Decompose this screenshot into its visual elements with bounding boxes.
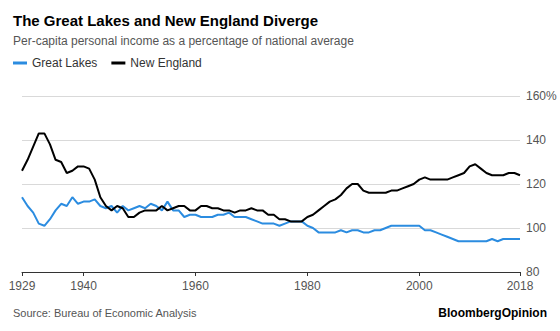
svg-text:2018: 2018 [507,279,534,293]
svg-text:The Great Lakes and New Englan: The Great Lakes and New England Diverge [13,12,318,29]
svg-text:1980: 1980 [294,279,321,293]
svg-text:1960: 1960 [182,279,209,293]
svg-text:1940: 1940 [70,279,97,293]
svg-text:100: 100 [526,221,546,235]
svg-text:Per-capita personal income as: Per-capita personal income as a percenta… [13,34,354,48]
svg-text:1929: 1929 [9,279,36,293]
svg-text:80: 80 [526,265,540,279]
svg-text:160%: 160% [526,89,557,103]
svg-text:BloombergOpinion: BloombergOpinion [438,306,547,320]
svg-text:2000: 2000 [406,279,433,293]
svg-text:New England: New England [130,56,201,70]
svg-text:Source: Bureau of Economic Ana: Source: Bureau of Economic Analysis [13,307,197,319]
svg-text:120: 120 [526,177,546,191]
svg-text:Great Lakes: Great Lakes [32,56,97,70]
svg-text:140: 140 [526,133,546,147]
